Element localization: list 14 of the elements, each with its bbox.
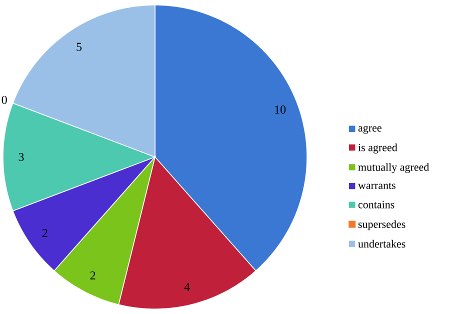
legend-label: is agreed <box>358 143 398 154</box>
legend-label: supersedes <box>358 220 406 230</box>
legend-label: mutually agreed <box>358 163 430 174</box>
legend-label: undertakes <box>358 240 406 248</box>
legend-label: warrants <box>358 182 396 190</box>
data-label: 2 <box>42 229 48 237</box>
data-label: 5 <box>76 42 82 51</box>
data-label: 2 <box>90 271 96 280</box>
data-label: 4 <box>184 282 190 291</box>
legend-label: agree <box>358 126 382 134</box>
text: 0 <box>2 96 7 104</box>
data-label: 3 <box>18 152 24 162</box>
data-label: 10 <box>275 106 286 114</box>
legend-label: contains <box>358 200 394 208</box>
